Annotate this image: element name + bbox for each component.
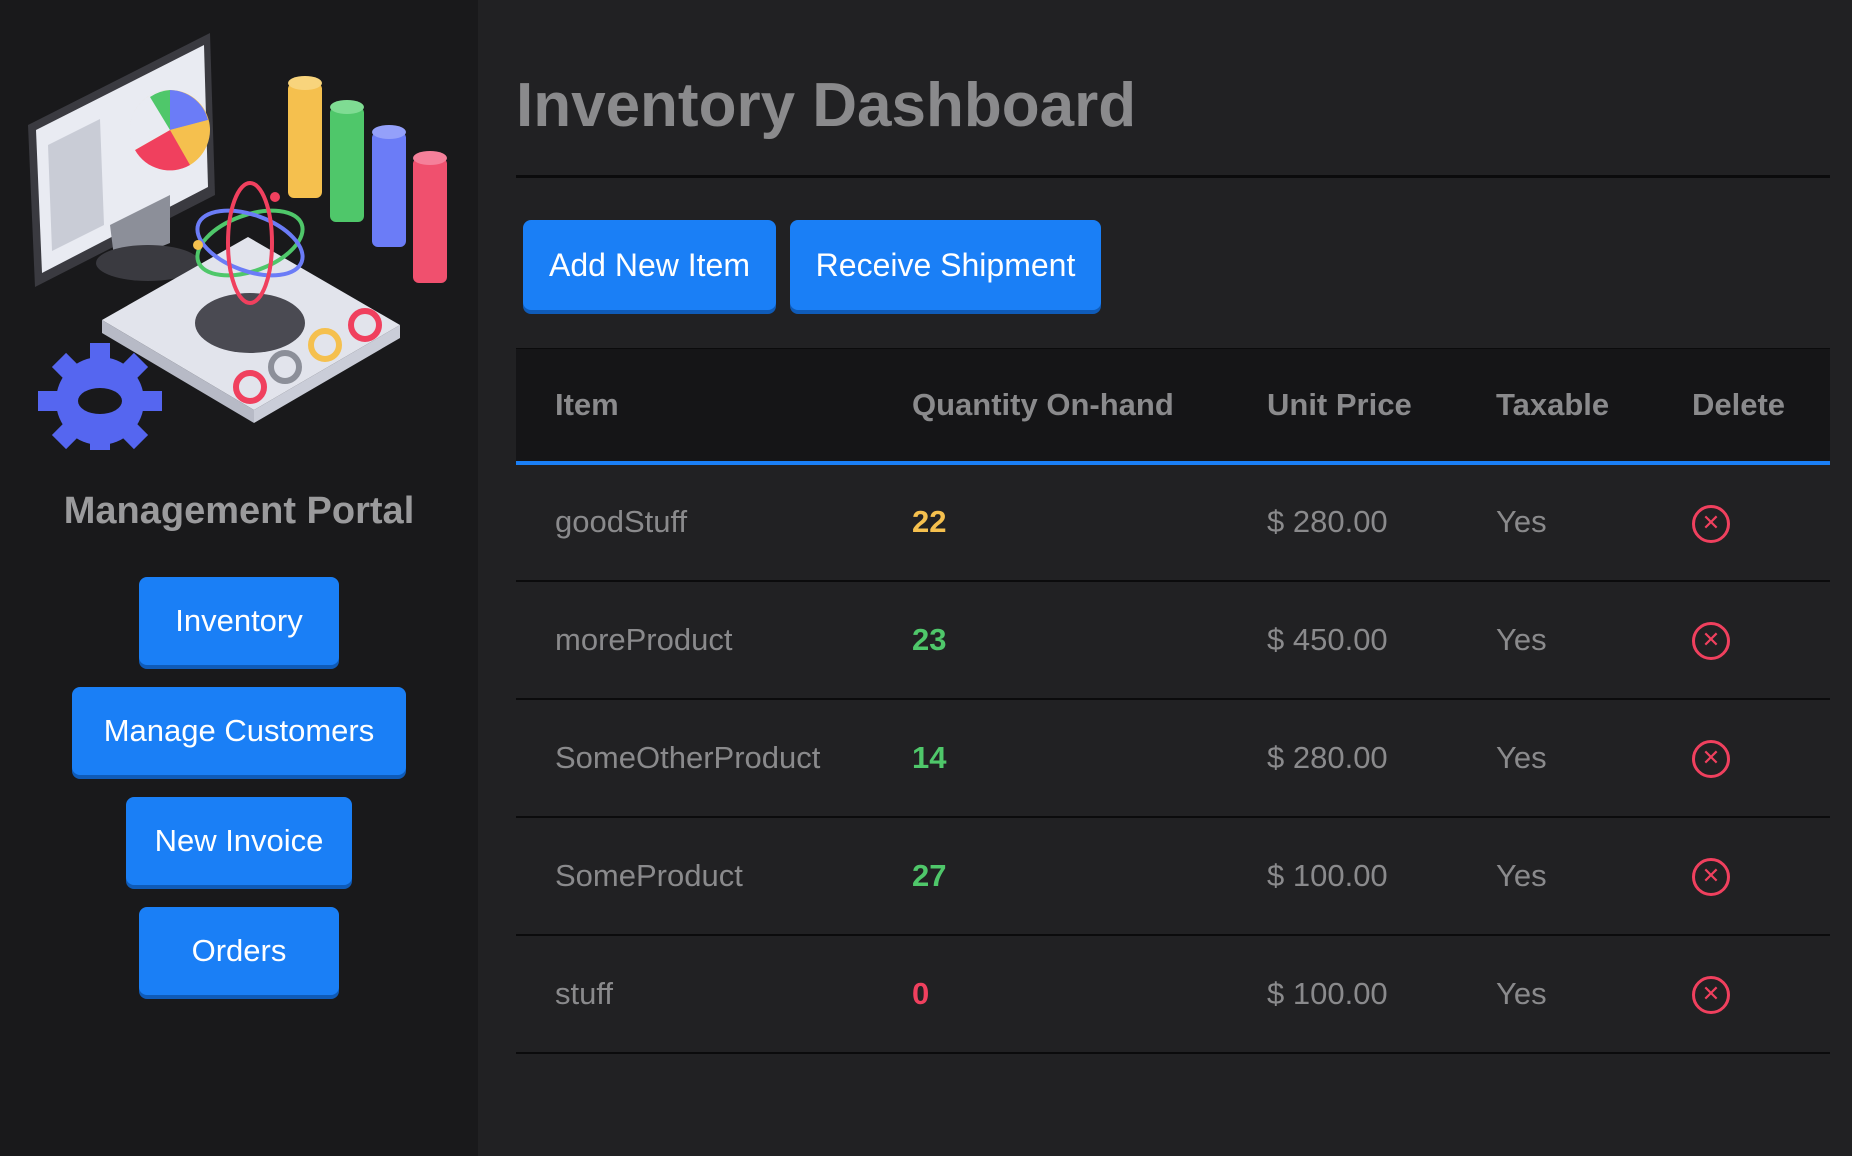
close-circle-icon[interactable]: ✕	[1692, 622, 1730, 660]
inventory-table: Item Quantity On-hand Unit Price Taxable…	[516, 348, 1830, 1054]
cell-item: stuff	[555, 975, 614, 1011]
table-header: Item Quantity On-hand Unit Price Taxable…	[516, 348, 1830, 463]
cell-unit-price: $ 450.00	[1267, 621, 1388, 657]
page-title: Inventory Dashboard	[516, 71, 1137, 140]
cell-quantity: 0	[912, 975, 930, 1011]
add-new-item-button[interactable]: Add New Item	[523, 220, 776, 310]
nav-manage-customers-button[interactable]: Manage Customers	[72, 687, 406, 775]
close-circle-icon[interactable]: ✕	[1692, 504, 1730, 543]
cell-quantity: 14	[912, 739, 947, 775]
close-circle-icon[interactable]: ✕	[1692, 976, 1730, 1014]
cell-taxable: Yes	[1496, 975, 1547, 1011]
cell-quantity: 27	[912, 857, 947, 893]
nav-orders-button[interactable]: Orders	[139, 907, 339, 995]
table-row: SomeProduct 27 $ 100.00 Yes ✕	[516, 817, 1830, 935]
table-row: SomeOtherProduct 14 $ 280.00 Yes ✕	[516, 699, 1830, 817]
cell-unit-price: $ 100.00	[1267, 975, 1388, 1011]
cell-delete: ✕	[1653, 817, 1830, 935]
close-circle-icon[interactable]: ✕	[1692, 740, 1730, 778]
close-circle-icon[interactable]: ✕	[1692, 858, 1730, 896]
receive-shipment-button[interactable]: Receive Shipment	[790, 220, 1101, 310]
header-unit-price: Unit Price	[1267, 386, 1412, 422]
cell-unit-price: $ 280.00	[1267, 739, 1388, 775]
analytics-illustration-icon	[28, 33, 447, 450]
cell-taxable: Yes	[1496, 739, 1547, 775]
cell-taxable: Yes	[1496, 857, 1547, 893]
main-content: Inventory Dashboard Add New Item Receive…	[478, 0, 1852, 1156]
cell-taxable: Yes	[1496, 621, 1547, 657]
cell-quantity: 22	[912, 504, 947, 539]
cell-delete: ✕	[1653, 463, 1830, 581]
header-delete: Delete	[1692, 386, 1786, 422]
cell-unit-price: $ 280.00	[1267, 504, 1388, 539]
table-body: goodStuff 22 $ 280.00 Yes ✕ moreProduct 23 $ 45…	[516, 463, 1830, 1053]
cell-item: SomeProduct	[555, 857, 743, 893]
cell-item: SomeOtherProduct	[555, 739, 821, 775]
sidebar: Management Portal Inventory Manage Custo…	[0, 0, 478, 1156]
cell-delete: ✕	[1653, 935, 1830, 1053]
title-divider	[516, 175, 1830, 178]
header-item: Item	[555, 386, 619, 422]
table-row: moreProduct 23 $ 450.00 Yes ✕	[516, 581, 1830, 699]
table-row: goodStuff 22 $ 280.00 Yes ✕	[516, 463, 1830, 581]
nav-new-invoice-button[interactable]: New Invoice	[126, 797, 352, 885]
cell-item: goodStuff	[555, 504, 688, 539]
portal-title: Management Portal	[63, 490, 415, 532]
nav-inventory-button[interactable]: Inventory	[139, 577, 339, 665]
cell-quantity: 23	[912, 621, 947, 657]
cell-unit-price: $ 100.00	[1267, 857, 1388, 893]
table-row: stuff 0 $ 100.00 Yes ✕	[516, 935, 1830, 1053]
header-taxable: Taxable	[1496, 386, 1610, 422]
cell-delete: ✕	[1653, 581, 1830, 699]
cell-item: moreProduct	[555, 621, 733, 657]
header-quantity: Quantity On-hand	[912, 386, 1174, 422]
cell-delete: ✕	[1653, 699, 1830, 817]
cell-taxable: Yes	[1496, 504, 1547, 539]
